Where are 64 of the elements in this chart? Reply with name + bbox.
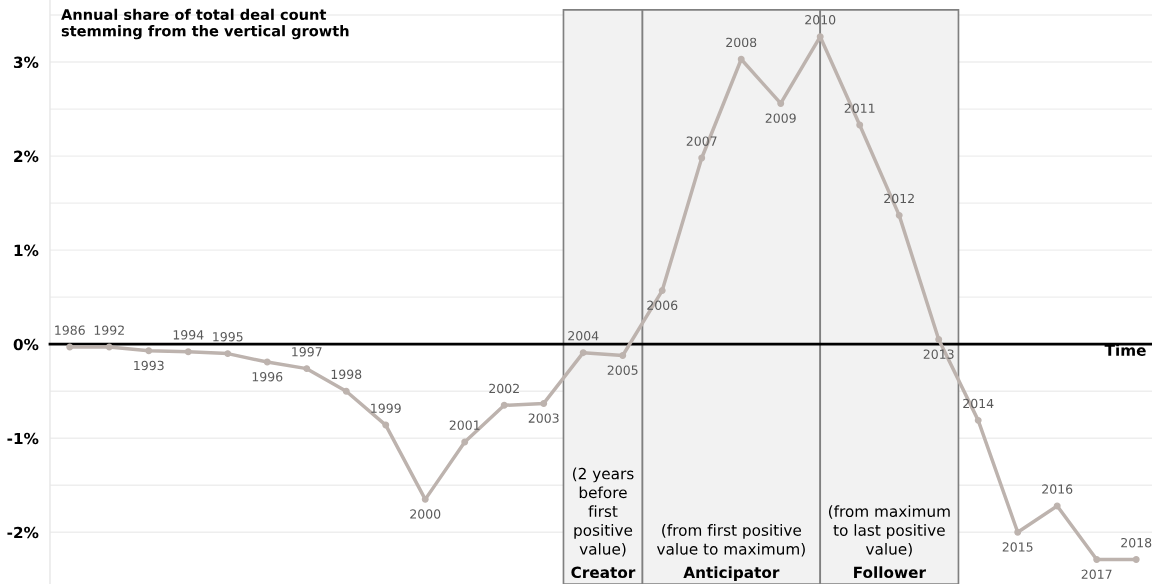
band-label: (from first positive value to maximum) Anticipator <box>656 524 805 582</box>
point <box>303 365 311 373</box>
point <box>184 348 192 356</box>
y-tick-label: 3% <box>13 56 39 69</box>
x-tick-label: 2015 <box>1002 542 1033 552</box>
y-tick-label: -2% <box>7 526 39 539</box>
point <box>224 350 232 358</box>
point <box>1014 528 1022 536</box>
point <box>66 343 74 351</box>
point <box>263 358 271 366</box>
point <box>777 99 785 107</box>
x-tick-label: 2002 <box>489 383 519 394</box>
point <box>461 438 469 446</box>
point <box>974 416 982 424</box>
x-tick-label: 1997 <box>292 347 322 357</box>
x-tick-label: 2011 <box>844 103 875 113</box>
point <box>856 121 864 129</box>
point <box>619 352 627 359</box>
point <box>382 421 390 429</box>
point <box>698 154 706 162</box>
x-tick-label: 2006 <box>647 300 678 310</box>
point <box>658 287 666 295</box>
point <box>145 347 153 355</box>
y-tick-label: -1% <box>7 432 39 445</box>
x-tick-label: 1986 <box>55 325 85 335</box>
x-tick-label: 1996 <box>252 372 283 382</box>
point <box>105 343 113 351</box>
x-tick-label: 2003 <box>528 413 559 423</box>
band-label: (2 years before first positive value) Creator <box>571 467 636 579</box>
x-tick-label: 2013 <box>923 349 954 359</box>
point <box>1132 556 1140 564</box>
x-tick-label: 2014 <box>963 398 994 409</box>
x-tick-label: 2007 <box>686 136 717 146</box>
point <box>737 55 745 63</box>
point <box>500 401 508 409</box>
y-tick-label: 0% <box>13 338 39 351</box>
x-tick-label: 1994 <box>173 330 204 340</box>
x-tick-label: 1995 <box>213 332 243 342</box>
text: Annual share of total deal count stemming from the vertical growth <box>61 8 349 40</box>
x-tick-label: 2018 <box>1121 537 1152 548</box>
x-tick-label: 1993 <box>134 360 164 371</box>
x-tick-label: 1992 <box>94 325 124 335</box>
y-tick-label: 1% <box>14 244 39 257</box>
x-tick-label: 1998 <box>331 369 362 380</box>
point <box>1053 502 1061 510</box>
point <box>342 387 350 395</box>
point <box>895 211 903 219</box>
x-tick-label: 2016 <box>1042 484 1073 494</box>
x-tick-label: 2001 <box>449 420 480 430</box>
x-tick-label: 2000 <box>410 509 441 519</box>
point <box>935 336 943 343</box>
x-tick-label: 2008 <box>726 37 757 48</box>
y-tick-label: 2% <box>14 150 39 163</box>
x-tick-label: 2012 <box>884 193 914 204</box>
x-axis-title: Time <box>1104 344 1146 357</box>
point <box>579 349 587 357</box>
band-label: (from maximum to last positive value) Follower <box>828 505 950 579</box>
x-tick-label: 1999 <box>371 403 401 413</box>
x-tick-label: 2005 <box>607 365 638 375</box>
x-tick-label: 2017 <box>1081 569 1112 579</box>
x-tick-label: 2004 <box>568 331 599 341</box>
x-tick-label: 2009 <box>765 113 796 123</box>
point <box>540 399 548 407</box>
point <box>1093 556 1101 564</box>
